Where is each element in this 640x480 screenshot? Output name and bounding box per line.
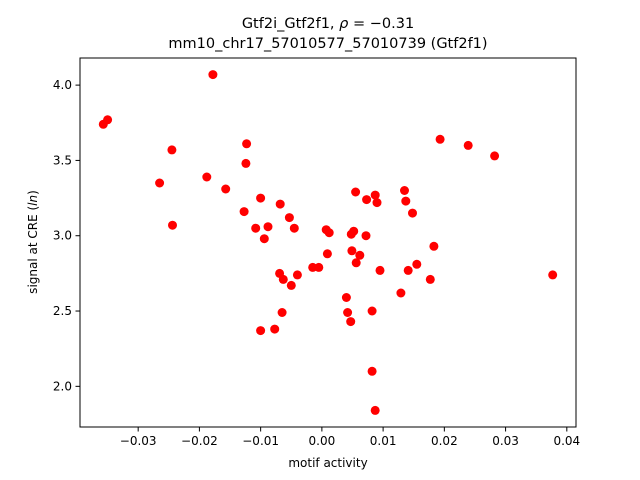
x-tick-label: 0.00: [309, 434, 336, 448]
data-point-37: [347, 246, 357, 256]
data-point-22: [277, 308, 287, 317]
data-point-58: [548, 270, 558, 280]
data-point-41: [341, 293, 351, 302]
x-tick-label: 0.03: [492, 434, 519, 448]
data-point-11: [256, 193, 266, 203]
x-tick-label: 0.02: [431, 434, 458, 448]
data-point-56: [463, 140, 473, 150]
data-point-10: [239, 207, 249, 217]
data-point-15: [275, 199, 285, 209]
y-axis-ticks: 2.0 2.5 3.0 3.5 4.0: [53, 78, 80, 393]
data-point-43: [346, 317, 356, 327]
x-tick-label: −0.01: [242, 434, 279, 448]
plot-area-frame: [79, 57, 577, 428]
data-point-45: [367, 366, 377, 376]
data-point-17: [289, 223, 299, 233]
y-tick-label: 2.5: [53, 304, 72, 318]
data-point-23: [256, 326, 266, 336]
x-tick-label: 0.01: [370, 434, 397, 448]
data-point-55: [435, 134, 445, 144]
data-point-49: [408, 208, 417, 218]
data-point-2: [155, 178, 165, 188]
data-point-36: [361, 231, 371, 241]
data-point-51: [412, 259, 422, 269]
data-point-6: [202, 172, 212, 182]
y-tick-label: 2.0: [53, 379, 72, 393]
data-point-32: [351, 187, 361, 197]
data-point-8: [242, 139, 252, 149]
data-point-21: [286, 280, 296, 290]
data-point-39: [351, 258, 361, 268]
y-axis-label: signal at CRE (ln): [26, 190, 40, 294]
x-tick-label: 0.04: [553, 434, 580, 448]
data-point-13: [259, 234, 269, 244]
y-tick-label: 4.0: [53, 78, 72, 92]
data-point-44: [367, 306, 377, 316]
data-point-40: [375, 265, 385, 275]
data-point-4: [168, 220, 177, 230]
data-points: [98, 70, 558, 415]
data-point-35: [372, 198, 382, 208]
data-point-28: [324, 228, 334, 238]
data-point-31: [349, 226, 359, 236]
data-point-42: [343, 308, 353, 317]
data-point-47: [400, 186, 409, 195]
x-axis-ticks: −0.03 −0.02 −0.01 0.00 0.01 0.02 0.03 0.04: [120, 427, 580, 448]
y-tick-label: 3.5: [53, 153, 72, 167]
data-point-16: [284, 213, 294, 223]
data-point-50: [403, 265, 413, 275]
data-point-26: [314, 262, 324, 272]
chart-title-line1: Gtf2i_Gtf2f1, ρ = −0.31: [242, 16, 414, 32]
data-point-7: [221, 184, 231, 194]
data-point-3: [167, 145, 177, 155]
data-point-12: [251, 223, 261, 233]
x-tick-label: −0.02: [181, 434, 218, 448]
data-point-46: [370, 405, 380, 415]
data-point-48: [401, 196, 411, 206]
data-point-19: [278, 274, 288, 284]
chart-title-line2: mm10_chr17_57010577_57010739 (Gtf2f1): [168, 36, 487, 52]
x-axis-label: motif activity: [288, 456, 367, 470]
data-point-34: [370, 190, 380, 200]
data-point-20: [292, 270, 302, 280]
data-point-57: [490, 151, 500, 161]
data-point-24: [270, 324, 280, 334]
data-point-9: [241, 158, 251, 168]
data-point-54: [425, 274, 435, 284]
data-point-5: [208, 70, 218, 80]
x-tick-label: −0.03: [120, 434, 157, 448]
data-point-14: [263, 222, 273, 232]
y-tick-label: 3.0: [53, 229, 72, 243]
data-point-52: [396, 288, 406, 298]
data-point-33: [362, 195, 372, 205]
data-point-1: [103, 115, 113, 125]
data-point-29: [322, 249, 332, 259]
data-point-53: [429, 241, 439, 251]
data-point-38: [355, 250, 365, 260]
